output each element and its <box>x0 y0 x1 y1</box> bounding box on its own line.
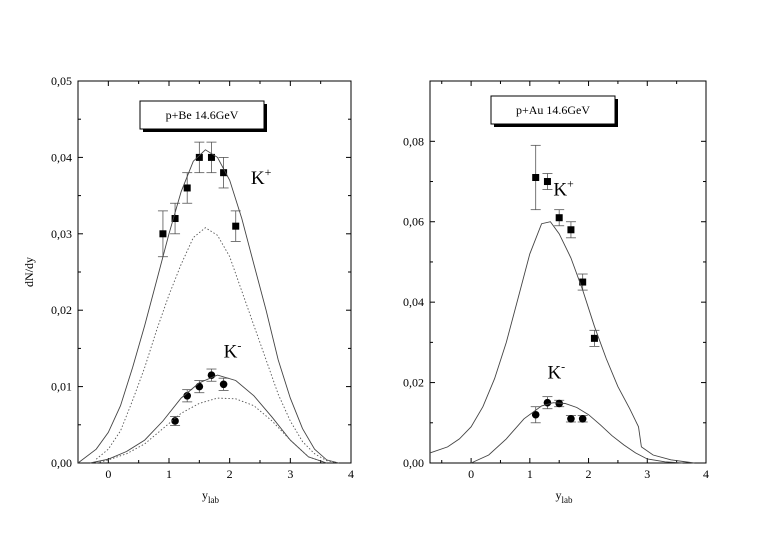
data-point-kminus <box>183 391 191 400</box>
label-box-text: p+Au 14.6GeV <box>516 103 590 117</box>
data-point-kplus <box>232 222 240 230</box>
annotation-kplus: K+ <box>553 177 574 201</box>
data-point-kplus <box>543 178 551 186</box>
data-point-kminus <box>171 417 179 425</box>
data-point-kplus <box>207 153 215 161</box>
x-tick-label: 1 <box>527 467 533 481</box>
model-curve-dotted <box>96 397 327 464</box>
annotation-base: K <box>553 180 567 201</box>
x-tick-label: 2 <box>586 467 592 481</box>
data-point-kplus <box>579 278 587 286</box>
data-point-kplus <box>590 334 598 342</box>
y-tick-label: 0,02 <box>51 303 72 317</box>
x-tick-label: 2 <box>227 467 233 481</box>
x-tick-label: 0 <box>105 467 111 481</box>
model-curve-solid <box>90 374 327 464</box>
y-tick-label: 0,03 <box>51 227 72 241</box>
data-point-kplus <box>567 226 575 234</box>
x-axis-title-base: y <box>556 488 562 502</box>
model-curve-solid <box>470 402 683 464</box>
data-point-kplus <box>171 215 179 223</box>
plot-frame <box>429 80 707 464</box>
annotation-base: K <box>251 168 265 189</box>
y-tick-label: 0,04 <box>403 295 424 309</box>
data-point-kplus <box>183 184 191 192</box>
x-tick-label: 4 <box>703 467 709 481</box>
panel-p-be: 0,00 0,01 0,02 0,03 0,04 0,05 0 1 2 3 4 ylab dN/dy p+… <box>22 74 354 505</box>
annotation-kplus: K+ <box>251 165 272 189</box>
data-point-kplus <box>555 214 563 222</box>
label-box-text: p+Be 14.6GeV <box>166 108 239 122</box>
annotation-sup: + <box>265 165 272 179</box>
y-tick-label: 0,00 <box>51 456 72 470</box>
data-point-kminus <box>219 380 228 389</box>
y-tick-label: 0,04 <box>51 150 72 164</box>
x-axis-title-sub: lab <box>562 495 573 505</box>
annotation-sup: - <box>561 360 565 374</box>
data-point-kminus <box>195 382 204 391</box>
y-tick-label: 0,06 <box>403 215 424 229</box>
model-curve-dotted <box>95 227 339 464</box>
y-tick-label: 0,02 <box>403 376 424 390</box>
x-tick-label: 3 <box>644 467 650 481</box>
label-box <box>139 100 265 130</box>
panel-p-au: 0,00 0,02 0,04 0,06 0,08 0 1 2 3 4 ylab p+Au 14.6Ge… <box>403 80 709 505</box>
y-tick-label: 0,00 <box>403 456 424 470</box>
y-tick-label: 0,01 <box>51 380 72 394</box>
annotation-base: K <box>224 342 238 363</box>
data-point-kminus <box>531 410 540 419</box>
x-axis-title: ylab <box>202 488 219 505</box>
annotation-base: K <box>547 363 561 384</box>
x-axis-title-base: y <box>202 488 208 502</box>
annotation-sup: + <box>567 177 574 191</box>
x-tick-label: 1 <box>166 467 172 481</box>
x-axis-title: ylab <box>556 488 573 505</box>
data-point-kplus <box>532 174 540 182</box>
x-axis-title-sub: lab <box>208 495 219 505</box>
data-point-kplus <box>159 230 167 238</box>
data-point-kminus <box>567 414 575 423</box>
plot-frame <box>77 80 352 464</box>
label-box <box>490 95 616 125</box>
annotation-kminus: K- <box>224 339 242 363</box>
annotation-kminus: K- <box>547 360 565 384</box>
data-point-kplus <box>195 153 203 161</box>
x-tick-label: 0 <box>468 467 474 481</box>
x-tick-label: 4 <box>348 467 354 481</box>
y-tick-label: 0,08 <box>403 134 424 148</box>
data-point-kminus <box>578 414 587 423</box>
annotation-sup: - <box>237 339 241 353</box>
model-curve-solid <box>429 221 695 464</box>
data-point-kplus <box>220 169 228 177</box>
y-tick-label: 0,05 <box>51 74 72 88</box>
x-tick-label: 3 <box>287 467 293 481</box>
y-axis-title: dN/dy <box>22 257 36 287</box>
model-curve-solid <box>77 149 340 464</box>
